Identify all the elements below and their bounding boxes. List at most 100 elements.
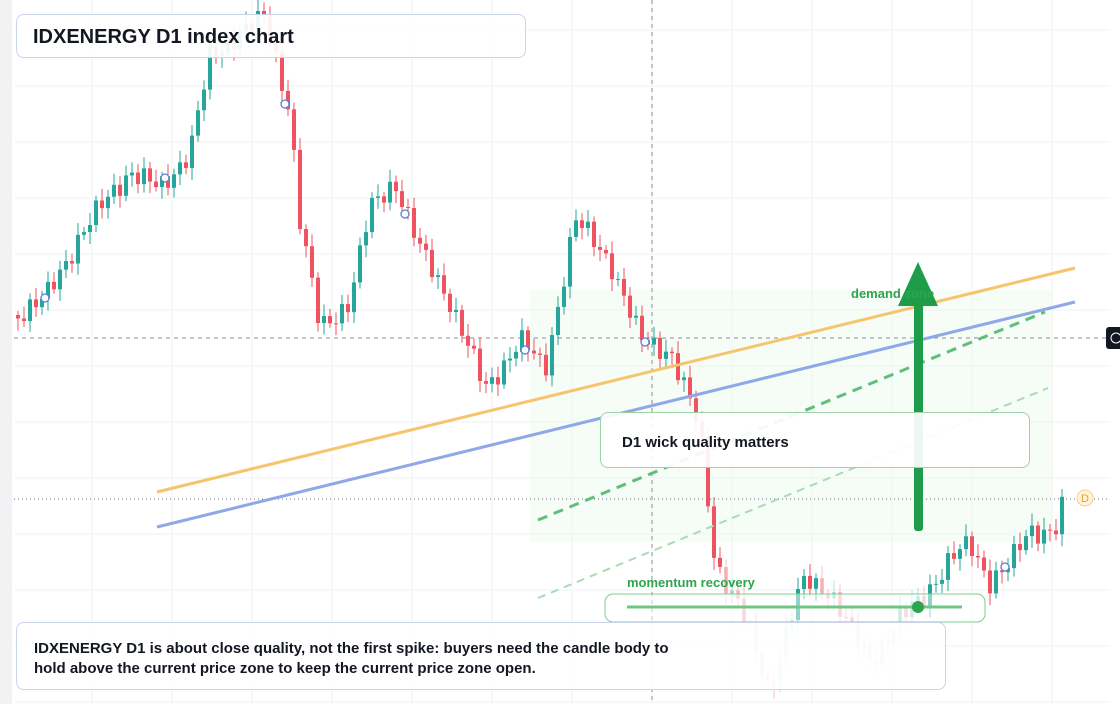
candle-body bbox=[142, 168, 146, 185]
candle-body bbox=[382, 196, 386, 203]
event-marker bbox=[160, 173, 170, 183]
candle-body bbox=[466, 335, 470, 346]
candle-body bbox=[436, 275, 440, 278]
candle-body bbox=[310, 246, 314, 278]
candle-body bbox=[208, 46, 212, 90]
candle-body bbox=[376, 196, 380, 198]
candle-body bbox=[808, 575, 812, 589]
candle-body bbox=[202, 89, 206, 111]
candle-body bbox=[658, 337, 662, 359]
candle-body bbox=[82, 232, 86, 235]
candle-body bbox=[502, 360, 506, 385]
candle-body bbox=[40, 298, 44, 308]
candle-body bbox=[730, 590, 734, 594]
candle-body bbox=[1030, 525, 1034, 537]
candle-body bbox=[130, 172, 134, 176]
candle-body bbox=[484, 381, 488, 384]
candle-body bbox=[298, 149, 302, 230]
candle-body bbox=[994, 570, 998, 594]
candle-body bbox=[70, 260, 74, 264]
candle-body bbox=[718, 557, 722, 567]
candle-body bbox=[418, 237, 422, 244]
candle-body bbox=[664, 351, 668, 359]
candle-body bbox=[358, 245, 362, 283]
candles bbox=[16, 0, 1064, 699]
momentum-dot bbox=[912, 601, 924, 613]
crosshair-icon bbox=[1110, 332, 1120, 344]
candle-body bbox=[196, 110, 200, 136]
candle-body bbox=[1000, 570, 1004, 573]
candle-body bbox=[670, 351, 674, 354]
candle-body bbox=[538, 353, 542, 355]
candle-body bbox=[508, 358, 512, 361]
candle-body bbox=[616, 278, 620, 280]
candle-body bbox=[1048, 529, 1052, 531]
candle-body bbox=[676, 353, 680, 381]
candle-body bbox=[610, 253, 614, 280]
candle-body bbox=[820, 578, 824, 595]
note-text: D1 wick quality matters bbox=[622, 434, 789, 451]
candle-body bbox=[370, 197, 374, 233]
candle-body bbox=[634, 315, 638, 318]
candle-body bbox=[262, 10, 266, 17]
candle-body bbox=[280, 51, 284, 91]
candle-body bbox=[724, 566, 728, 594]
event-marker bbox=[40, 293, 50, 303]
candle-body bbox=[490, 377, 494, 384]
candle-body bbox=[514, 351, 518, 359]
candle-body bbox=[574, 220, 578, 237]
footer-box: IDXENERGY D1 is about close quality, not… bbox=[16, 622, 946, 690]
channel-dashed-light bbox=[537, 387, 1049, 599]
candle-body bbox=[592, 221, 596, 248]
marker-circle bbox=[1076, 489, 1094, 507]
candle-body bbox=[706, 436, 710, 507]
zone-label: demand zone bbox=[851, 286, 934, 301]
candle-body bbox=[802, 575, 806, 590]
candle-body bbox=[184, 162, 188, 168]
candle-body bbox=[958, 549, 962, 559]
candle-body bbox=[712, 506, 716, 558]
event-marker bbox=[520, 345, 530, 355]
candle-body bbox=[322, 316, 326, 323]
candle-body bbox=[112, 184, 116, 197]
candle-body bbox=[28, 299, 32, 322]
candle-body bbox=[532, 350, 536, 354]
candle-body bbox=[556, 306, 560, 336]
candle-body bbox=[952, 553, 956, 559]
candle-body bbox=[292, 109, 296, 150]
candle-body bbox=[934, 583, 938, 585]
candle-body bbox=[124, 175, 128, 196]
crosshair-button[interactable] bbox=[1106, 327, 1120, 349]
candle-body bbox=[424, 243, 428, 250]
candle-body bbox=[544, 354, 548, 376]
candle-body bbox=[148, 168, 152, 182]
candle-body bbox=[46, 281, 50, 299]
event-marker bbox=[280, 99, 290, 109]
candle-body bbox=[136, 172, 140, 185]
candle-body bbox=[460, 309, 464, 336]
candle-body bbox=[478, 348, 482, 382]
candle-body bbox=[694, 398, 698, 422]
candle-body bbox=[1018, 544, 1022, 551]
candle-body bbox=[568, 236, 572, 287]
candle-body bbox=[154, 181, 158, 188]
candle-body bbox=[550, 335, 554, 376]
candle-body bbox=[64, 260, 68, 270]
candle-body bbox=[118, 184, 122, 196]
candle-body bbox=[178, 162, 182, 175]
candle-body bbox=[394, 181, 398, 192]
candle-body bbox=[562, 286, 566, 307]
candle-body bbox=[58, 269, 62, 290]
left-edge bbox=[0, 0, 12, 704]
candle-body bbox=[1042, 529, 1046, 544]
candle-body bbox=[964, 536, 968, 550]
footer-text: IDXENERGY D1 is about close quality, not… bbox=[34, 640, 669, 677]
candle-body bbox=[106, 196, 110, 209]
candle-body bbox=[982, 557, 986, 571]
candle-body bbox=[628, 295, 632, 318]
candle-body bbox=[16, 315, 20, 319]
candle-body bbox=[34, 299, 38, 308]
note-box: D1 wick quality matters bbox=[600, 412, 1030, 468]
candle-body bbox=[88, 225, 92, 233]
